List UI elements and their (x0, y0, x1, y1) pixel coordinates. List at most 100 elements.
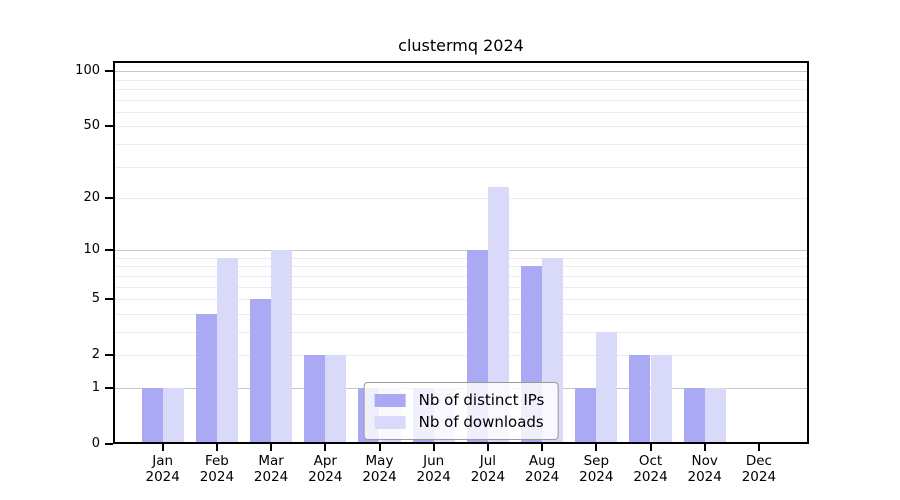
x-tick-year: 2024 (633, 469, 668, 485)
major-gridline (113, 71, 809, 73)
minor-gridline (113, 286, 809, 288)
x-tick-mark (757, 444, 760, 451)
x-tick-label-feb: Feb 2024 (189, 453, 245, 485)
minor-gridline (113, 275, 809, 277)
x-tick-label-nov: Nov 2024 (677, 453, 733, 485)
minor-gridline (113, 111, 809, 113)
minor-gridline (113, 88, 809, 90)
bar-downloads-jan (162, 387, 184, 444)
x-tick-month: Jul (479, 453, 497, 469)
x-tick-month: May (365, 453, 394, 469)
x-tick-mark (270, 444, 273, 451)
minor-gridline (113, 143, 809, 145)
x-tick-year: 2024 (524, 469, 560, 485)
x-tick-label-jul: Jul 2024 (460, 453, 516, 485)
y-tick-mark (105, 386, 113, 389)
x-tick-mark (595, 444, 598, 451)
minor-gridline (113, 299, 809, 301)
x-tick-month: Dec (745, 453, 772, 469)
x-tick-year: 2024 (579, 469, 614, 485)
bar-downloads-mar (271, 250, 293, 444)
minor-gridline (113, 331, 809, 333)
y-tick-label: 0 (91, 436, 100, 451)
minor-gridline (113, 166, 809, 168)
y-tick-mark (105, 354, 113, 357)
bar-downloads-jul (487, 187, 510, 444)
legend-item-downloads: Nb of downloads (374, 411, 545, 433)
y-tick-label: 2 (91, 347, 100, 363)
y-tick-label: 100 (75, 63, 100, 79)
x-tick-mark (215, 444, 218, 451)
major-gridline (113, 250, 809, 252)
x-tick-mark (486, 444, 489, 451)
x-tick-mark (649, 444, 652, 451)
bar-downloads-apr (325, 355, 347, 444)
x-tick-year: 2024 (741, 469, 777, 485)
legend-label-distinct-ips: Nb of distinct IPs (418, 391, 545, 409)
bar-downloads-feb (216, 257, 239, 444)
bar-distinct-ips-nov (683, 387, 705, 444)
minor-gridline (113, 79, 809, 81)
legend-swatch-downloads (374, 415, 406, 429)
x-tick-year: 2024 (416, 469, 451, 485)
x-tick-mark (161, 444, 164, 451)
minor-gridline (113, 257, 809, 259)
plot-area: Nb of distinct IPs Nb of downloads (113, 61, 809, 444)
x-tick-month: Mar (258, 453, 284, 469)
bar-distinct-ips-oct (629, 355, 651, 444)
x-tick-label-mar: Mar 2024 (243, 453, 299, 485)
y-tick-mark (105, 197, 113, 199)
y-tick-mark (105, 443, 113, 445)
x-tick-mark (432, 444, 435, 451)
x-tick-label-sep: Sep 2024 (568, 453, 624, 485)
bar-distinct-ips-sep (575, 387, 597, 444)
legend-label-downloads: Nb of downloads (418, 413, 544, 431)
legend: Nb of distinct IPs Nb of downloads (363, 382, 559, 440)
x-tick-label-may: May 2024 (352, 453, 408, 485)
x-tick-month: Aug (528, 453, 556, 469)
x-tick-mark (541, 444, 544, 451)
minor-gridline (113, 99, 809, 101)
bar-distinct-ips-mar (249, 299, 272, 444)
x-tick-mark (703, 444, 706, 451)
legend-swatch-distinct-ips (374, 393, 406, 407)
minor-gridline (113, 198, 809, 199)
y-tick-label: 10 (83, 242, 100, 258)
x-tick-month: Nov (691, 453, 718, 469)
x-tick-month: Feb (204, 453, 229, 469)
x-tick-month: Apr (313, 453, 337, 469)
x-tick-year: 2024 (253, 469, 289, 485)
minor-gridline (113, 313, 809, 315)
y-tick-mark (105, 70, 113, 73)
x-tick-label-jun: Jun 2024 (406, 453, 462, 485)
chart-title: clustermq 2024 (398, 36, 524, 55)
y-tick-label: 5 (91, 291, 100, 307)
x-tick-year: 2024 (308, 469, 343, 485)
bar-distinct-ips-feb (195, 313, 217, 444)
x-tick-year: 2024 (470, 469, 506, 485)
bar-distinct-ips-apr (304, 355, 326, 444)
minor-gridline (113, 126, 809, 128)
x-tick-mark (324, 444, 327, 451)
y-tick-label: 50 (83, 118, 100, 134)
bar-downloads-sep (596, 331, 618, 444)
x-tick-mark (378, 444, 381, 451)
bar-downloads-nov (704, 387, 726, 444)
y-tick-mark (105, 125, 113, 128)
x-tick-year: 2024 (362, 469, 397, 485)
x-tick-label-aug: Aug 2024 (514, 453, 570, 485)
x-tick-year: 2024 (145, 469, 180, 485)
x-tick-label-oct: Oct 2024 (623, 453, 679, 485)
x-tick-year: 2024 (199, 469, 235, 485)
bar-distinct-ips-jan (141, 387, 163, 444)
y-tick-mark (105, 298, 113, 301)
x-tick-month: Jun (423, 453, 445, 469)
y-tick-label: 1 (91, 379, 100, 395)
bar-downloads-oct (650, 355, 672, 444)
minor-gridline (113, 355, 809, 357)
x-tick-label-jan: Jan 2024 (135, 453, 191, 485)
y-tick-mark (105, 249, 113, 252)
legend-item-distinct-ips: Nb of distinct IPs (374, 389, 545, 411)
x-tick-label-dec: Dec 2024 (731, 453, 787, 485)
